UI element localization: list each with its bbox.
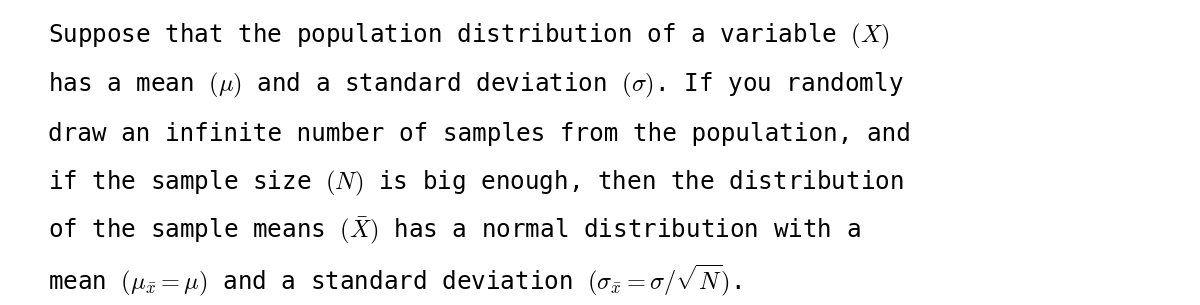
Text: mean $(\mu_{\bar{x}} = \mu)$ and a standard deviation $(\sigma_{\bar{x}} = \sigm: mean $(\mu_{\bar{x}} = \mu)$ and a stand… [48,263,742,298]
Text: if the sample size $(\mathit{N})$ is big enough, then the distribution: if the sample size $(\mathit{N})$ is big… [48,168,904,198]
Text: Suppose that the population distribution of a variable $(\mathit{X})$: Suppose that the population distribution… [48,22,889,51]
Text: has a mean $(\mu)$ and a standard deviation $(\sigma)$. If you randomly: has a mean $(\mu)$ and a standard deviat… [48,71,904,100]
Text: draw an infinite number of samples from the population, and: draw an infinite number of samples from … [48,122,911,146]
Text: of the sample means $(\bar{X})$ has a normal distribution with a: of the sample means $(\bar{X})$ has a no… [48,216,860,247]
